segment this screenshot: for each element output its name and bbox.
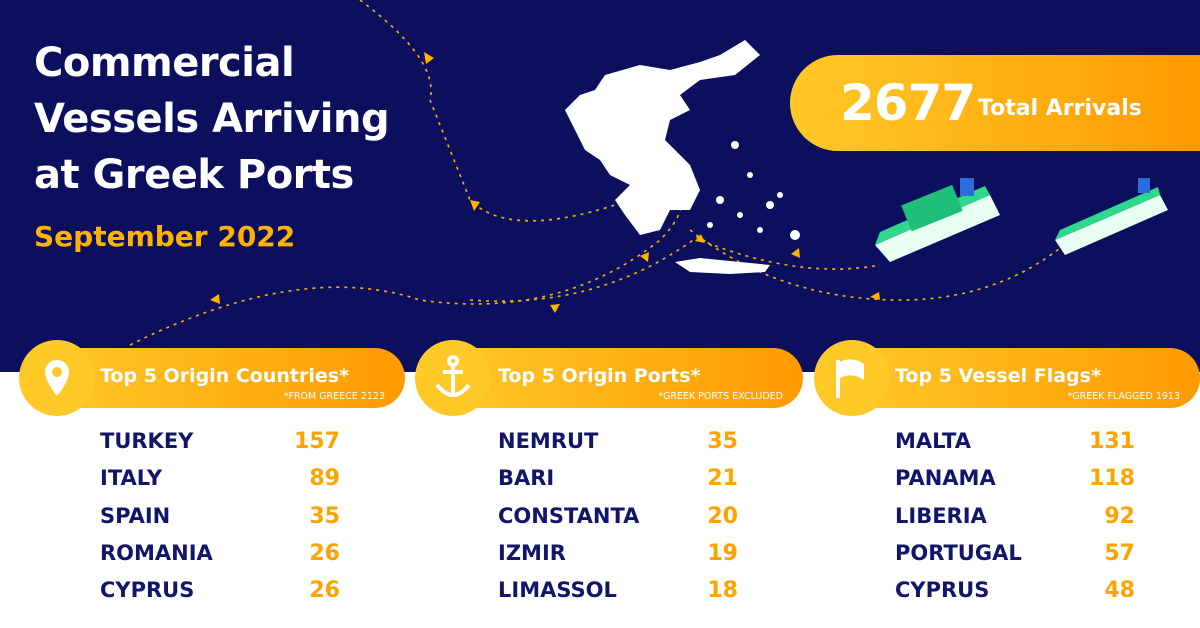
row-value: 131 bbox=[1089, 429, 1135, 454]
row-value: 118 bbox=[1089, 466, 1135, 492]
row-value: 89 bbox=[309, 466, 340, 492]
row-name: SPAIN bbox=[100, 503, 171, 528]
row-name: MALTA bbox=[895, 429, 972, 453]
row-value: 35 bbox=[707, 429, 738, 454]
row-name: PANAMA bbox=[895, 466, 996, 491]
row-value: 18 bbox=[707, 578, 738, 604]
row-value: 19 bbox=[707, 540, 738, 566]
panel-note: *FROM GREECE 2123 bbox=[283, 391, 385, 402]
panel-pill bbox=[438, 348, 803, 408]
total-value: 2677 bbox=[840, 74, 976, 132]
row-name: PORTUGAL bbox=[895, 540, 1022, 565]
row-name: LIMASSOL bbox=[498, 578, 617, 603]
panel-title: Top 5 Origin Countries* bbox=[100, 365, 349, 387]
row-value: 157 bbox=[294, 429, 340, 454]
row-name: NEMRUT bbox=[498, 429, 599, 453]
row-value: 26 bbox=[309, 540, 340, 566]
title-line: at Greek Ports bbox=[34, 152, 354, 198]
row-value: 92 bbox=[1104, 503, 1135, 529]
row-name: CYPRUS bbox=[895, 578, 990, 603]
row-value: 57 bbox=[1104, 540, 1135, 566]
panel-pill bbox=[835, 348, 1200, 408]
row-name: CYPRUS bbox=[100, 578, 195, 603]
row-name: ITALY bbox=[100, 466, 163, 491]
title-line: Commercial bbox=[34, 40, 295, 86]
subtitle: September 2022 bbox=[34, 220, 296, 253]
total-pill bbox=[790, 55, 1200, 151]
total-label: Total Arrivals bbox=[978, 96, 1142, 121]
row-value: 48 bbox=[1104, 578, 1135, 604]
panel-title: Top 5 Origin Ports* bbox=[498, 365, 701, 387]
row-name: ROMANIA bbox=[100, 540, 213, 565]
row-value: 21 bbox=[707, 466, 738, 492]
row-value: 35 bbox=[309, 503, 340, 529]
panel-note: *GREEK PORTS EXCLUDED bbox=[658, 391, 783, 402]
panel-title: Top 5 Vessel Flags* bbox=[895, 365, 1101, 387]
title-line: Vessels Arriving bbox=[34, 96, 390, 142]
row-name: CONSTANTA bbox=[498, 503, 640, 528]
panel-pill bbox=[40, 348, 405, 408]
row-name: TURKEY bbox=[100, 429, 194, 453]
row-value: 26 bbox=[309, 578, 340, 604]
row-name: IZMIR bbox=[498, 540, 566, 565]
panel-note: *GREEK FLAGGED 1913 bbox=[1067, 391, 1180, 402]
row-name: BARI bbox=[498, 466, 555, 491]
row-value: 20 bbox=[707, 503, 738, 529]
row-name: LIBERIA bbox=[895, 503, 987, 528]
